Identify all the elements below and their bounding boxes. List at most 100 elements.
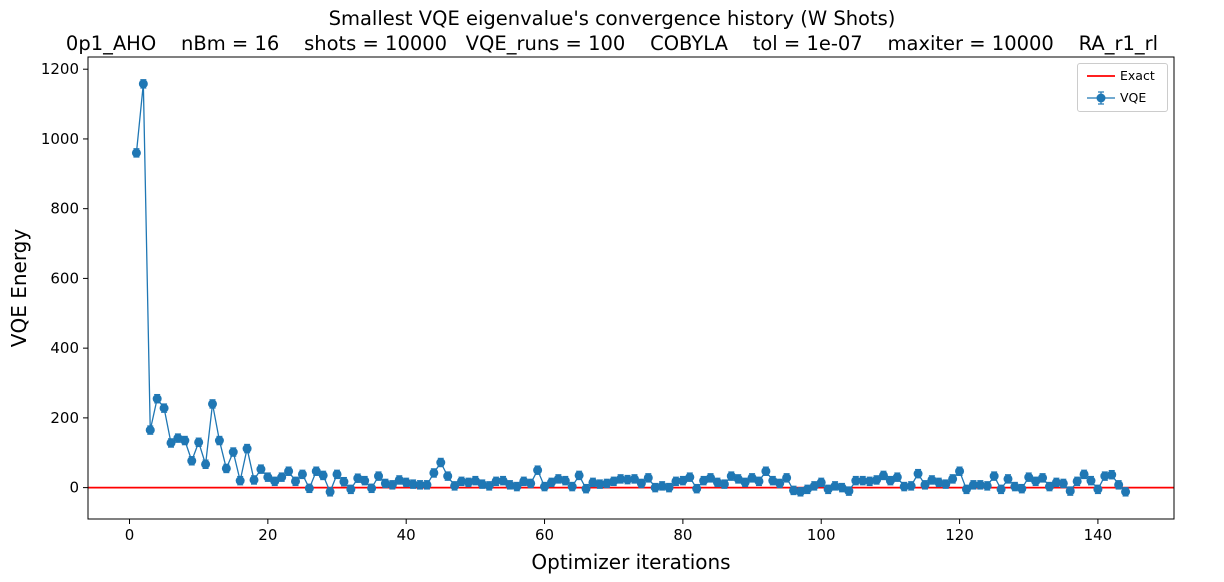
y-tick-label: 200 bbox=[50, 409, 79, 427]
vqe-point bbox=[560, 476, 570, 486]
vqe-point bbox=[297, 469, 307, 479]
vqe-point bbox=[678, 476, 688, 486]
x-tick-label: 40 bbox=[397, 526, 416, 544]
vqe-point bbox=[138, 79, 148, 89]
x-tick-label: 60 bbox=[535, 526, 554, 544]
vqe-point bbox=[609, 476, 619, 486]
vqe-point bbox=[1003, 474, 1013, 484]
vqe-point bbox=[1114, 480, 1124, 490]
vqe-point bbox=[526, 478, 536, 488]
vqe-point bbox=[1038, 473, 1048, 483]
vqe-point bbox=[809, 481, 819, 491]
vqe-point bbox=[989, 471, 999, 481]
vqe-point bbox=[194, 437, 204, 447]
vqe-point bbox=[498, 476, 508, 486]
legend-label-exact: Exact bbox=[1120, 68, 1155, 83]
vqe-point bbox=[291, 476, 301, 486]
vqe-point bbox=[996, 484, 1006, 494]
vqe-point bbox=[457, 476, 467, 486]
vqe-point bbox=[581, 484, 591, 494]
vqe-point bbox=[685, 472, 695, 482]
vqe-point bbox=[906, 481, 916, 491]
vqe-point bbox=[332, 469, 342, 479]
vqe-point bbox=[491, 476, 501, 486]
plot-area-frame bbox=[87, 56, 1175, 520]
vqe-point bbox=[1086, 476, 1096, 486]
vqe-point bbox=[401, 477, 411, 487]
vqe-point bbox=[443, 471, 453, 481]
vqe-point bbox=[754, 476, 764, 486]
vqe-point bbox=[1031, 476, 1041, 486]
vqe-point bbox=[719, 479, 729, 489]
vqe-point bbox=[830, 481, 840, 491]
vqe-point bbox=[1072, 476, 1082, 486]
vqe-point bbox=[201, 459, 211, 469]
vqe-point bbox=[636, 478, 646, 488]
chart-title: Smallest VQE eigenvalue's convergence hi… bbox=[328, 7, 896, 30]
vqe-point bbox=[1058, 478, 1068, 488]
vqe-point bbox=[463, 477, 473, 487]
vqe-point bbox=[934, 477, 944, 487]
vqe-point bbox=[1044, 482, 1054, 492]
vqe-point bbox=[374, 471, 384, 481]
vqe-point bbox=[263, 472, 273, 482]
vqe-point bbox=[360, 476, 370, 486]
legend-label-vqe: VQE bbox=[1120, 90, 1147, 105]
vqe-point bbox=[540, 482, 550, 492]
vqe-point bbox=[699, 476, 709, 486]
vqe-point bbox=[187, 456, 197, 466]
legend-item-exact: Exact bbox=[1078, 67, 1167, 85]
vqe-point bbox=[726, 471, 736, 481]
legend-item-vqe: VQE bbox=[1078, 89, 1167, 107]
vqe-point bbox=[899, 482, 909, 492]
vqe-point bbox=[1100, 471, 1110, 481]
vqe-point bbox=[166, 438, 176, 448]
vqe-point bbox=[546, 477, 556, 487]
vqe-point bbox=[789, 485, 799, 495]
vqe-point bbox=[1010, 482, 1020, 492]
vqe-point bbox=[380, 478, 390, 488]
vqe-point bbox=[629, 474, 639, 484]
vqe-point bbox=[1051, 477, 1061, 487]
vqe-point bbox=[159, 403, 169, 413]
vqe-point bbox=[671, 476, 681, 486]
vqe-point bbox=[367, 483, 377, 493]
vqe-point bbox=[249, 475, 259, 485]
vqe-point bbox=[470, 476, 480, 486]
vqe-point bbox=[477, 479, 487, 489]
x-tick-label: 100 bbox=[807, 526, 836, 544]
y-tick-label: 400 bbox=[50, 339, 79, 357]
vqe-point bbox=[692, 484, 702, 494]
vqe-point bbox=[595, 479, 605, 489]
vqe-point bbox=[768, 476, 778, 486]
vqe-point bbox=[712, 477, 722, 487]
x-tick-label: 140 bbox=[1084, 526, 1113, 544]
vqe-point bbox=[242, 444, 252, 454]
vqe-point bbox=[145, 425, 155, 435]
vqe-point bbox=[284, 466, 294, 476]
vqe-point bbox=[318, 470, 328, 480]
vqe-point bbox=[588, 477, 598, 487]
vqe-point bbox=[277, 472, 287, 482]
y-tick-label: 600 bbox=[50, 269, 79, 287]
vqe-point bbox=[941, 479, 951, 489]
vqe-point bbox=[892, 472, 902, 482]
vqe-point bbox=[747, 473, 757, 483]
vqe-point bbox=[131, 148, 141, 158]
vqe-point bbox=[1107, 470, 1117, 480]
vqe-point bbox=[1024, 472, 1034, 482]
vqe-point bbox=[1093, 484, 1103, 494]
vqe-point bbox=[816, 477, 826, 487]
vqe-point bbox=[408, 479, 418, 489]
vqe-point bbox=[623, 475, 633, 485]
legend-swatch-vqe bbox=[1087, 91, 1115, 105]
vqe-point bbox=[664, 483, 674, 493]
y-tick-label: 1000 bbox=[41, 130, 79, 148]
vqe-point bbox=[823, 484, 833, 494]
vqe-point bbox=[214, 436, 224, 446]
vqe-point bbox=[775, 478, 785, 488]
vqe-point bbox=[948, 474, 958, 484]
vqe-point bbox=[643, 473, 653, 483]
vqe-point bbox=[872, 475, 882, 485]
vqe-point bbox=[235, 476, 245, 486]
